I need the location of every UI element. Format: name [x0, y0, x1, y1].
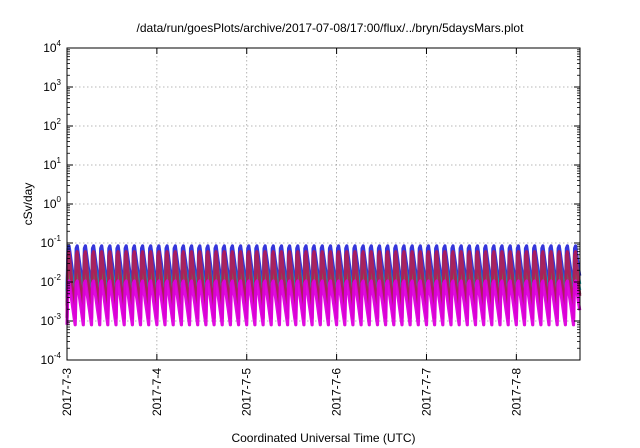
y-tick-label: 10-1: [41, 234, 62, 250]
y-tick-label: 100: [43, 195, 61, 211]
grid-lines: [67, 48, 580, 360]
x-tick-label: 2017-7-4: [150, 368, 164, 416]
x-tick-label: 2017-7-3: [60, 368, 74, 416]
series-layer: [65, 244, 582, 327]
chart-title: /data/run/goesPlots/archive/2017-07-08/1…: [137, 21, 525, 35]
series-line-5: [65, 279, 582, 327]
y-tick-label: 10-3: [41, 312, 62, 328]
y-tick-label: 10-4: [41, 351, 62, 367]
y-axis-label: cSv/day: [21, 183, 35, 226]
y-tick-label: 102: [43, 117, 61, 133]
series-line-4: [65, 250, 582, 320]
x-tick-label: 2017-7-7: [419, 368, 433, 416]
y-tick-label: 101: [43, 156, 61, 172]
x-tick-label: 2017-7-6: [330, 368, 344, 416]
y-tick-label: 103: [43, 78, 61, 94]
x-tick-label: 2017-7-5: [240, 368, 254, 416]
x-axis-label: Coordinated Universal Time (UTC): [231, 431, 415, 445]
y-tick-label: 104: [43, 39, 61, 55]
x-axis-ticks: 2017-7-3 2017-7-4 2017-7-5 2017-7-6 2017-7-7…: [60, 48, 523, 416]
y-tick-label: 10-2: [41, 273, 62, 289]
y-axis-ticks: 10-4 10-3 10-2 10-1 100 101 102 103 104: [41, 39, 580, 367]
x-tick-label: 2017-7-8: [509, 368, 523, 416]
